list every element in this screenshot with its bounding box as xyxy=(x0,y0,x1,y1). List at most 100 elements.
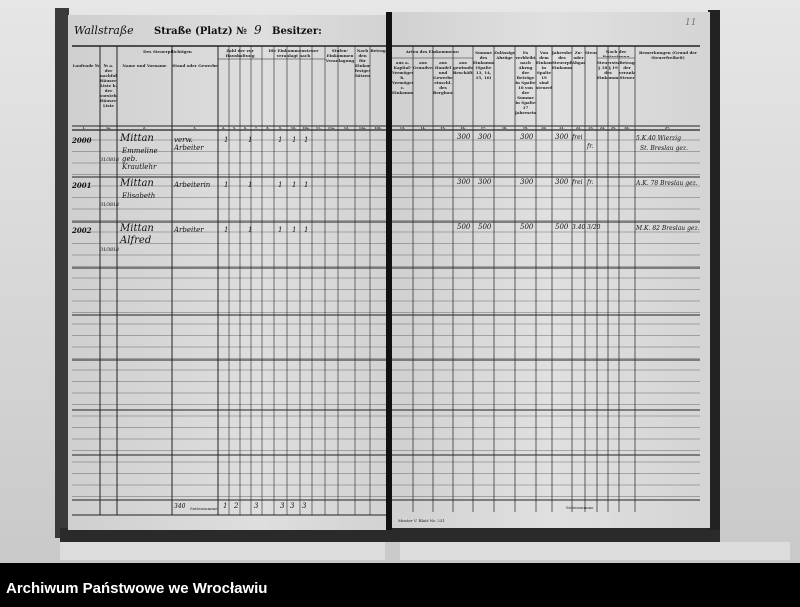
column-number: 16. xyxy=(460,126,466,130)
total-value: 3 xyxy=(280,502,285,510)
entry-occupation: Arbeiterin xyxy=(174,181,211,189)
column-number: 3. xyxy=(193,126,197,130)
column-number: 10a. xyxy=(302,126,310,130)
remarks-header: Bemerkungen (Grund der Steuerfreiheit) xyxy=(639,50,697,60)
tally-mark: 1 xyxy=(278,136,283,144)
column-number: 27. xyxy=(664,126,671,130)
totals-label: Seitensumme xyxy=(190,506,218,511)
column-header: aus a. Kapital-Vermögen b. Vermögen c. E… xyxy=(392,60,413,95)
remark: 5.K.40 Wierzig xyxy=(636,135,681,142)
tally-mark: 1 xyxy=(224,226,229,234)
annual-taxable-income: 500 xyxy=(555,223,569,231)
street-label: Straße (Platz) № xyxy=(154,26,247,37)
column-number: 18. xyxy=(501,126,508,130)
owner-label: Besitzer: xyxy=(272,26,322,37)
column-header: Zahl der zur Haushaltung gehörigen Perso… xyxy=(225,48,255,59)
column-number: 15. xyxy=(440,126,446,130)
tax-rate: 3.40 xyxy=(572,224,586,231)
column-header: Betrag xyxy=(370,48,386,53)
house-number: 9 xyxy=(254,23,262,37)
page-shadow xyxy=(55,8,69,538)
right-ledger-page: 11 Arten des Einkommens: Nach der Festset… xyxy=(390,12,710,528)
group-header: Arten des Einkommens: xyxy=(405,49,460,54)
column-number: 12b. xyxy=(374,126,382,130)
column-number: 26. xyxy=(624,126,630,130)
page-number: 11 xyxy=(685,18,697,28)
entry-number: 2000 xyxy=(72,136,92,145)
column-number: 6. xyxy=(243,126,248,130)
tally-mark: 1 xyxy=(248,181,253,189)
ledger-grid xyxy=(72,45,386,516)
total-value: 3 xyxy=(302,502,307,510)
column-header: aus Grundvermögen xyxy=(413,60,433,70)
total-value: 1 xyxy=(223,502,228,510)
column-header: aus Handel und Gewerbe einschl. des Berg… xyxy=(433,60,453,95)
column-number: 5. xyxy=(232,126,237,130)
income-sum: 500 xyxy=(478,223,492,231)
entry-number: 2002 xyxy=(72,226,92,235)
column-number: 24. xyxy=(599,126,606,130)
entry-name-detail: Elisabeth xyxy=(122,192,156,200)
underlying-page xyxy=(400,542,790,560)
column-number: 2. xyxy=(142,126,147,130)
tally-mark: 1 xyxy=(292,136,297,144)
income-value: 500 xyxy=(457,223,471,231)
column-number: 25. xyxy=(610,126,617,130)
column-number: 22. xyxy=(575,126,582,130)
column-number: 17. xyxy=(480,126,487,130)
tax-rate: frei xyxy=(572,179,583,186)
entry-name: Mittan xyxy=(120,133,154,144)
tally-mark: 1 xyxy=(248,226,253,234)
column-number: 8. xyxy=(266,126,270,130)
total-value: 3 xyxy=(254,502,259,510)
book-gutter xyxy=(386,12,392,530)
tally-mark: 1 xyxy=(278,226,283,234)
tally-mark: 1 xyxy=(304,136,309,144)
entry-reference: 31/3818 xyxy=(100,247,119,253)
underlying-page xyxy=(60,542,385,560)
tally-mark: 1 xyxy=(304,226,309,234)
archive-name: Archiwum Państwowe we Wrocławiu xyxy=(6,580,268,597)
column-header: aus gewinnbringender Beschäftigung xyxy=(453,60,473,75)
column-number: 14. xyxy=(420,126,426,130)
income-sum: 300 xyxy=(478,178,492,186)
form-print-note: Muster V. Blatt Nr. 231 xyxy=(398,518,445,523)
column-number: 23. xyxy=(588,126,594,130)
column-number: 9. xyxy=(278,126,283,130)
archive-footer: Archiwum Państwowe we Wrocławiu xyxy=(0,563,800,607)
income-value: 300 xyxy=(457,178,471,186)
remaining-income: 300 xyxy=(520,178,534,186)
income-value: 300 xyxy=(457,133,471,141)
column-number: 1a. xyxy=(105,126,112,130)
income-sum: 300 xyxy=(478,133,492,141)
column-header: Steuersatz xyxy=(585,50,597,55)
tax-note: fr. xyxy=(587,143,594,150)
column-header: Zu- oder Abgang xyxy=(572,50,585,65)
tally-mark: 1 xyxy=(224,181,229,189)
tally-mark: 1 xyxy=(292,226,297,234)
left-ledger-page: Wallstraße Straße (Platz) № 9 Besitzer: … xyxy=(68,15,390,530)
annual-taxable-income: 300 xyxy=(555,133,569,141)
entry-occupation: Arbeiter xyxy=(174,226,204,234)
column-number: 7. xyxy=(254,126,259,130)
column-number: 1. xyxy=(82,126,86,130)
tax-note: 3/20 xyxy=(587,224,601,231)
column-header: Stand oder Gewerbe xyxy=(172,63,218,68)
column-header: Zulässige Abzüge xyxy=(494,50,515,60)
column-header: Laufende № xyxy=(72,63,100,68)
tax-note: fr. xyxy=(587,179,594,186)
entry-reference: 31/3818 xyxy=(100,202,119,208)
column-number: 10. xyxy=(290,126,297,130)
column-number: 20. xyxy=(541,126,547,130)
entry-name: Mittan Alfred xyxy=(120,223,154,246)
column-number: 13. xyxy=(399,126,406,130)
ledger-grid xyxy=(392,45,700,512)
column-header: Name und Vorname xyxy=(122,63,167,68)
annual-taxable-income: 300 xyxy=(555,178,569,186)
total-value: 2 xyxy=(234,502,239,510)
column-header: Es verbleibt nach Abzug der Beträge in S… xyxy=(515,50,536,115)
column-number: 21. xyxy=(559,126,565,130)
column-header: Jahresbetrag des Steuerpflichtigen Einko… xyxy=(552,50,572,70)
tally-mark: 1 xyxy=(292,181,297,189)
page-sum-label: Seitensumme xyxy=(566,505,594,510)
